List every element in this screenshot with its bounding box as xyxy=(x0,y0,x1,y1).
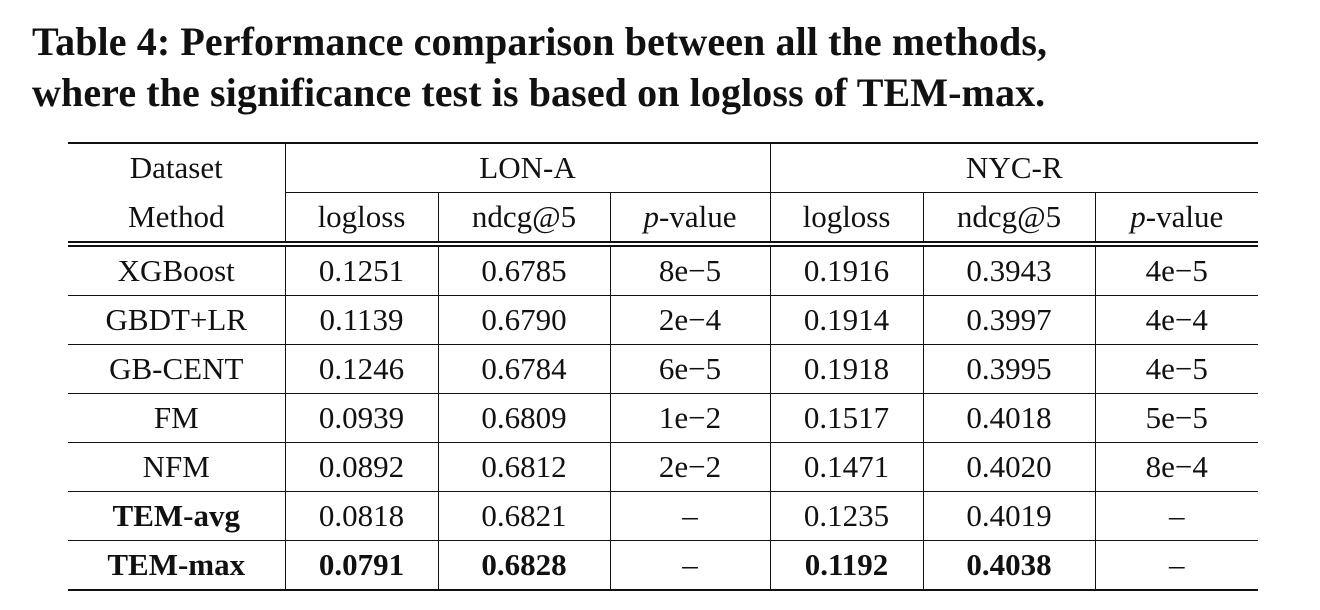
performance-table: Dataset LON-A NYC-R Method logloss ndcg@… xyxy=(68,142,1259,591)
col-header-nyc-pvalue: p-value xyxy=(1095,192,1259,247)
p-value-rest: -value xyxy=(1145,199,1224,234)
table-row: XGBoost 0.1251 0.6785 8e−5 0.1916 0.3943 4e−5 xyxy=(68,244,1259,296)
method-cell: TEM-avg xyxy=(68,491,286,541)
lon-pvalue-cell: – xyxy=(610,491,771,541)
lon-ndcg-cell: 0.6821 xyxy=(438,491,611,541)
lon-logloss-cell: 0.1139 xyxy=(285,295,439,345)
nyc-ndcg-cell: 0.4020 xyxy=(923,442,1096,492)
lon-pvalue-cell: 6e−5 xyxy=(610,344,771,394)
nyc-logloss-cell: 0.1914 xyxy=(770,295,924,345)
nyc-pvalue-cell: – xyxy=(1095,491,1259,541)
col-header-lon-pvalue: p-value xyxy=(610,192,771,247)
nyc-logloss-cell: 0.1517 xyxy=(770,393,924,443)
lon-pvalue-cell: 8e−5 xyxy=(610,244,771,296)
lon-logloss-cell: 0.1246 xyxy=(285,344,439,394)
lon-pvalue-cell: 2e−2 xyxy=(610,442,771,492)
group-header-nyc-r: NYC-R xyxy=(770,142,1259,193)
method-cell: GB-CENT xyxy=(68,344,286,394)
method-cell: NFM xyxy=(68,442,286,492)
lon-ndcg-cell: 0.6812 xyxy=(438,442,611,492)
lon-logloss-cell: 0.0892 xyxy=(285,442,439,492)
dataset-label: Dataset xyxy=(68,142,286,193)
header-row-method: Method logloss ndcg@5 p-value logloss nd… xyxy=(68,192,1259,247)
table-row: GB-CENT 0.1246 0.6784 6e−5 0.1918 0.3995 4e−5 xyxy=(68,344,1259,394)
lon-pvalue-cell: – xyxy=(610,540,771,591)
p-italic: p xyxy=(643,199,660,234)
method-cell: TEM-max xyxy=(68,540,286,591)
nyc-ndcg-cell: 0.3995 xyxy=(923,344,1096,394)
nyc-ndcg-cell: 0.4018 xyxy=(923,393,1096,443)
lon-ndcg-cell: 0.6785 xyxy=(438,244,611,296)
nyc-ndcg-cell: 0.4019 xyxy=(923,491,1096,541)
col-header-lon-ndcg: ndcg@5 xyxy=(438,192,611,247)
nyc-pvalue-cell: 5e−5 xyxy=(1095,393,1259,443)
lon-logloss-cell: 0.0791 xyxy=(285,540,439,591)
table-row: NFM 0.0892 0.6812 2e−2 0.1471 0.4020 8e−4 xyxy=(68,442,1259,492)
col-header-lon-logloss: logloss xyxy=(285,192,439,247)
lon-ndcg-cell: 0.6784 xyxy=(438,344,611,394)
method-cell: FM xyxy=(68,393,286,443)
header-row-dataset: Dataset LON-A NYC-R xyxy=(68,142,1259,193)
p-value-rest: -value xyxy=(659,199,737,234)
nyc-logloss-cell: 0.1916 xyxy=(770,244,924,296)
caption-line-1: Table 4: Performance comparison between … xyxy=(32,19,1048,64)
table-row: FM 0.0939 0.6809 1e−2 0.1517 0.4018 5e−5 xyxy=(68,393,1259,443)
nyc-ndcg-cell: 0.3997 xyxy=(923,295,1096,345)
method-cell: GBDT+LR xyxy=(68,295,286,345)
col-header-nyc-ndcg: ndcg@5 xyxy=(923,192,1096,247)
lon-ndcg-cell: 0.6790 xyxy=(438,295,611,345)
lon-pvalue-cell: 1e−2 xyxy=(610,393,771,443)
method-label: Method xyxy=(68,192,286,247)
table-row: TEM-avg 0.0818 0.6821–0.1235 0.4019– xyxy=(68,491,1259,541)
p-italic: p xyxy=(1130,199,1146,234)
table-row: GBDT+LR 0.1139 0.6790 2e−4 0.1914 0.3997 4e−4 xyxy=(68,295,1259,345)
lon-logloss-cell: 0.0939 xyxy=(285,393,439,443)
table-caption: Table 4: Performance comparison between … xyxy=(32,16,1302,118)
lon-ndcg-cell: 0.6809 xyxy=(438,393,611,443)
nyc-pvalue-cell: 4e−5 xyxy=(1095,244,1259,296)
nyc-logloss-cell: 0.1918 xyxy=(770,344,924,394)
nyc-pvalue-cell: 4e−4 xyxy=(1095,295,1259,345)
nyc-ndcg-cell: 0.3943 xyxy=(923,244,1096,296)
lon-pvalue-cell: 2e−4 xyxy=(610,295,771,345)
method-cell: XGBoost xyxy=(68,244,286,296)
nyc-ndcg-cell: 0.4038 xyxy=(923,540,1096,591)
nyc-logloss-cell: 0.1471 xyxy=(770,442,924,492)
nyc-pvalue-cell: – xyxy=(1095,540,1259,591)
col-header-nyc-logloss: logloss xyxy=(770,192,924,247)
lon-ndcg-cell: 0.6828 xyxy=(438,540,611,591)
nyc-pvalue-cell: 4e−5 xyxy=(1095,344,1259,394)
caption-line-2: where the significance test is based on … xyxy=(32,70,1046,115)
lon-logloss-cell: 0.1251 xyxy=(285,244,439,296)
nyc-logloss-cell: 0.1192 xyxy=(770,540,924,591)
nyc-pvalue-cell: 8e−4 xyxy=(1095,442,1259,492)
table-row: TEM-max 0.0791 0.6828–0.1192 0.4038– xyxy=(68,540,1259,591)
nyc-logloss-cell: 0.1235 xyxy=(770,491,924,541)
group-header-lon-a: LON-A xyxy=(285,142,771,193)
lon-logloss-cell: 0.0818 xyxy=(285,491,439,541)
